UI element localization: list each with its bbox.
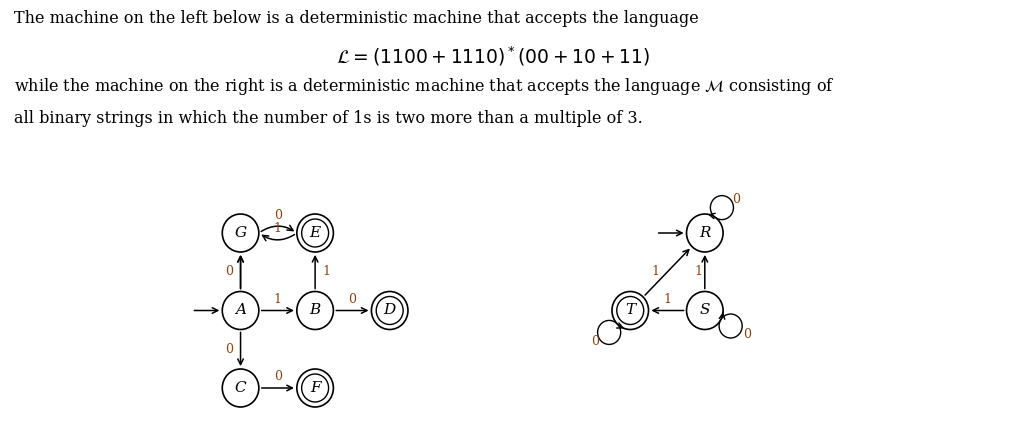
Text: G: G [234,226,247,240]
Text: 0: 0 [273,208,282,222]
Text: 0: 0 [225,265,232,278]
Circle shape [297,291,334,330]
Text: S: S [699,303,710,318]
Circle shape [222,369,259,407]
Text: 0: 0 [591,335,599,348]
Text: all binary strings in which the number of 1s is two more than a multiple of 3.: all binary strings in which the number o… [14,110,643,127]
Text: E: E [309,226,321,240]
Text: The machine on the left below is a deterministic machine that accepts the langua: The machine on the left below is a deter… [14,10,699,27]
Circle shape [297,214,334,252]
Text: $\mathcal{L} = (1100 + 1110)^*(00 + 10 + 11)$: $\mathcal{L} = (1100 + 1110)^*(00 + 10 +… [336,45,649,68]
Text: 1: 1 [273,223,282,235]
Text: T: T [626,303,635,318]
Text: 0: 0 [348,293,356,306]
Circle shape [297,369,334,407]
Text: F: F [310,381,321,395]
Text: A: A [236,303,246,318]
Circle shape [372,291,408,330]
Text: 0: 0 [273,371,282,383]
Text: C: C [234,381,247,395]
Text: 0: 0 [732,193,740,206]
Circle shape [222,214,259,252]
Text: B: B [309,303,321,318]
Text: 1: 1 [694,265,702,278]
Text: 1: 1 [664,293,672,306]
Circle shape [612,291,648,330]
Circle shape [222,291,259,330]
Text: 1: 1 [273,293,282,306]
Text: 0: 0 [743,329,751,342]
Circle shape [686,214,723,252]
Text: while the machine on the right is a deterministic machine that accepts the langu: while the machine on the right is a dete… [14,76,836,97]
Text: 0: 0 [225,343,232,356]
Text: D: D [384,303,396,318]
Text: 1: 1 [323,265,331,278]
Circle shape [686,291,723,330]
Text: R: R [699,226,711,240]
Text: 1: 1 [652,265,659,278]
